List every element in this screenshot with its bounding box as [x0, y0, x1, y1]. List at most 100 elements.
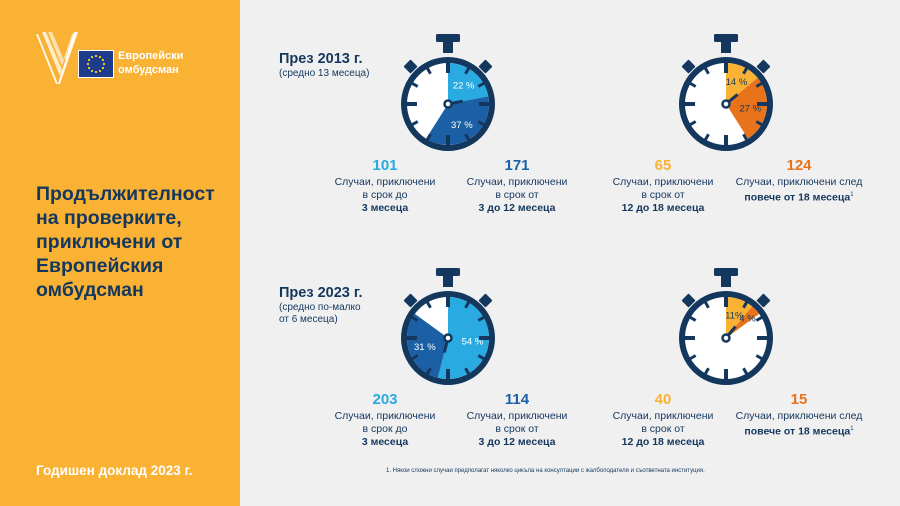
slice-label: 14 % — [726, 77, 748, 88]
pie-slice — [726, 63, 758, 104]
stopwatch-hand-icon — [721, 325, 737, 343]
stopwatch-2013-orange: 14 % 27 % — [679, 34, 773, 151]
dial-tick — [464, 66, 471, 75]
page-title: Продължителност на проверките, приключен… — [36, 182, 231, 302]
stat-count: 171 — [504, 157, 530, 174]
dial-tick — [755, 354, 764, 361]
logo-v-mark — [36, 32, 78, 84]
dial-tick — [410, 354, 419, 361]
stopwatch-crown-icon — [436, 268, 460, 287]
dial-tick — [410, 81, 419, 88]
stat-label: в срок от — [495, 189, 539, 201]
slice-label: 54 % — [462, 337, 484, 348]
eu-star — [98, 69, 102, 73]
eu-star — [90, 69, 94, 73]
eu-star — [98, 55, 102, 59]
brand-name-line2: омбудсман — [118, 64, 179, 76]
pie-slice — [426, 96, 489, 145]
eu-star — [94, 54, 98, 58]
stopwatch-2023-orange: 11%4 % — [679, 268, 773, 385]
stopwatch-button-icon — [756, 293, 771, 308]
dial-tick — [477, 81, 486, 88]
pie-slice — [407, 313, 448, 378]
stopwatch-hand-icon — [442, 333, 453, 353]
dial-tick — [703, 133, 710, 142]
dial-tick — [464, 367, 471, 376]
stat-2023-over-18: 15 Случаи, приключени след повече от 18 … — [729, 391, 869, 439]
title-line: Европейския — [36, 255, 164, 277]
stat-label-bold: 3 месеца — [361, 202, 409, 214]
dial-tick — [688, 315, 697, 322]
stopwatch-button-icon — [478, 59, 493, 74]
stopwatch-crown-icon — [714, 268, 738, 287]
stat-2013-under-3: 101 Случаи, приключени в срок до 3 месец… — [315, 157, 455, 215]
period-label-2023: През 2023 г. (средно по-малко от 6 месец… — [279, 284, 362, 326]
stat-bold-text: повече от 18 месеца — [744, 425, 851, 438]
period-note: (средно 13 месеца) — [279, 68, 370, 79]
dial-tick — [410, 120, 419, 127]
dial-tick — [425, 133, 432, 142]
stat-label: Случаи, приключени — [612, 176, 714, 188]
stat-label-bold: повече от 18 месеца1 — [729, 189, 869, 205]
dial-tick — [703, 66, 710, 75]
period-note-line: (средно по-малко — [279, 302, 361, 313]
dial-tick — [703, 300, 710, 309]
stat-2013-over-18: 124 Случаи, приключени след повече от 18… — [729, 157, 869, 205]
footnote-marker: 1 — [850, 426, 854, 432]
dial-tick — [410, 315, 419, 322]
brand-name: Европейски омбудсман — [118, 49, 183, 77]
title-line: омбудсман — [36, 279, 144, 301]
dial-tick — [742, 133, 749, 142]
dial-tick — [755, 81, 764, 88]
dial-tick — [703, 367, 710, 376]
stopwatch-button-icon — [756, 59, 771, 74]
dial-tick — [688, 354, 697, 361]
stat-2023-3-to-12: 114 Случаи, приключени в срок от 3 до 12… — [447, 391, 587, 449]
stat-2013-12-to-18: 65 Случаи, приключени в срок от 12 до 18… — [593, 157, 733, 215]
slice-label: 37 % — [451, 120, 473, 131]
slice-label: 11% — [725, 310, 744, 321]
dial-tick — [464, 133, 471, 142]
dial-tick — [425, 66, 432, 75]
dial-tick — [755, 120, 764, 127]
stopwatch-crown-icon — [714, 34, 738, 53]
dial-tick — [755, 315, 764, 322]
dial-tick — [688, 81, 697, 88]
dial-tick — [742, 367, 749, 376]
eu-star — [101, 58, 105, 62]
stat-label: в срок от — [495, 423, 539, 435]
slice-label: 31 % — [414, 342, 436, 353]
stat-label-bold: 3 до 12 месеца — [478, 202, 556, 214]
eu-star — [90, 55, 94, 59]
eu-star — [87, 58, 91, 62]
dial-tick — [425, 367, 432, 376]
stat-label: Случаи, приключени след — [735, 410, 863, 422]
stopwatch-2013-blue: 22 % 37 % — [401, 34, 495, 151]
stat-2023-12-to-18: 40 Случаи, приключени в срок от 12 до 18… — [593, 391, 733, 449]
brand-name-line1: Европейски — [118, 50, 184, 62]
pie-slice — [448, 63, 489, 104]
stat-label: Случаи, приключени — [334, 176, 436, 188]
period-note-line: от 6 месеца) — [279, 314, 338, 325]
dial-tick — [477, 120, 486, 127]
stat-count: 203 — [372, 391, 398, 408]
slice-label: 22 % — [453, 81, 475, 92]
stat-label-bold: 12 до 18 месеца — [621, 202, 705, 214]
slice-label: 4 % — [739, 313, 756, 324]
dial-tick — [464, 300, 471, 309]
eu-star — [86, 62, 90, 66]
stat-2023-under-3: 203 Случаи, приключени в срок до 3 месец… — [315, 391, 455, 449]
dial-tick — [742, 300, 749, 309]
period-heading: През 2023 г. — [279, 285, 363, 301]
stat-count: 101 — [372, 157, 398, 174]
ombudsman-logo[interactable]: Европейски омбудсман — [36, 30, 226, 90]
stat-label: Случаи, приключени — [466, 176, 568, 188]
stat-2013-3-to-12: 171 Случаи, приключени в срок от 3 до 12… — [447, 157, 587, 215]
dial-tick — [742, 66, 749, 75]
stat-label-bold: повече от 18 месеца1 — [729, 423, 869, 439]
stopwatch-2023-blue: 54 % 31 % — [401, 268, 495, 385]
dial-tick — [477, 354, 486, 361]
stat-label: Случаи, приключени — [334, 410, 436, 422]
eu-flag-icon — [78, 50, 114, 78]
stat-count: 65 — [654, 157, 672, 174]
